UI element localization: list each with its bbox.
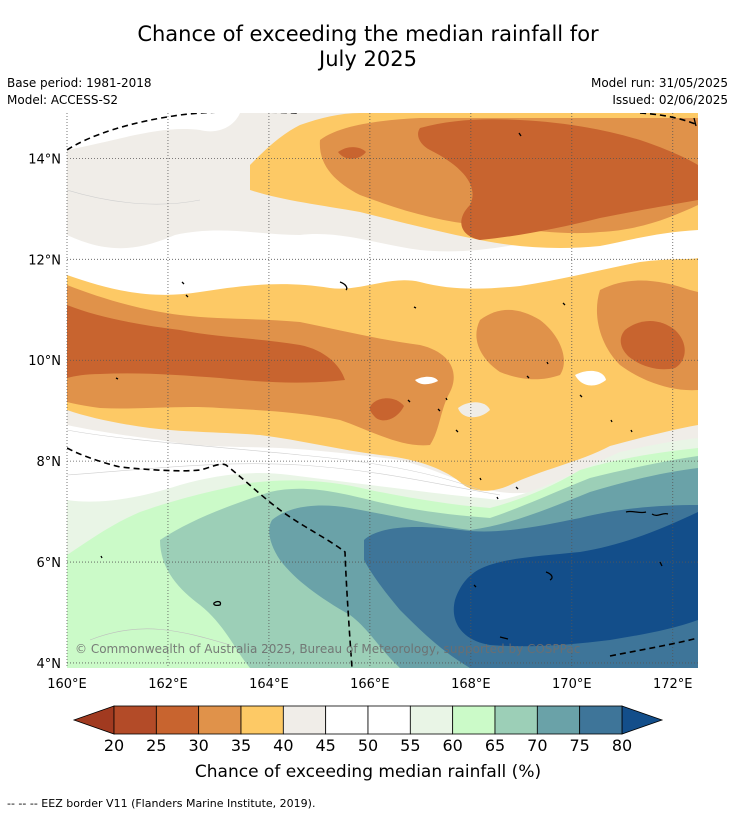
colorbar-bin xyxy=(282,705,327,735)
colorbar-tick-label: 60 xyxy=(442,736,462,755)
eez-border-northeast xyxy=(639,113,698,126)
title-line-2: July 2025 xyxy=(319,47,417,71)
y-tick-label: 6°N xyxy=(37,556,62,571)
colorbar-over-arrow xyxy=(621,705,664,735)
colorbar-tick-label: 80 xyxy=(612,736,632,755)
x-tick-label: 160°E xyxy=(47,677,87,692)
x-tick-label: 166°E xyxy=(350,677,390,692)
island xyxy=(625,510,669,517)
field-45-50-hole-3 xyxy=(458,402,490,418)
colorbar-bin xyxy=(240,705,284,735)
x-tick-label: 168°E xyxy=(451,677,491,692)
island xyxy=(659,561,663,567)
island xyxy=(100,281,633,588)
meta-right: Model run: 31/05/2025 Issued: 02/06/2025 xyxy=(591,75,728,109)
issued-date: Issued: 02/06/2025 xyxy=(612,93,728,107)
y-tick-label: 14°N xyxy=(28,152,61,167)
colorbar-tick-label: 65 xyxy=(485,736,505,755)
x-tick-label: 170°E xyxy=(552,677,592,692)
colorbar-bin xyxy=(155,705,200,735)
contour-line xyxy=(67,463,501,496)
field-45-50-hole-1 xyxy=(415,376,438,385)
colorbar-bin xyxy=(579,705,623,735)
island xyxy=(339,281,348,291)
colorbar-label: Chance of exceeding median rainfall (%) xyxy=(194,762,542,782)
rainfall-map: © Commonwealth of Australia 2025, Bureau… xyxy=(28,113,698,755)
eez-border-west xyxy=(67,447,353,668)
model-name: Model: ACCESS-S2 xyxy=(7,93,119,107)
field-25-30-west xyxy=(67,305,345,383)
model-run: Model run: 31/05/2025 xyxy=(590,76,728,90)
eez-borders xyxy=(67,113,698,668)
islands xyxy=(100,117,697,640)
colorbar-tick-label: 50 xyxy=(358,736,378,755)
colorbar-tick-label: 55 xyxy=(400,736,420,755)
island xyxy=(213,600,222,607)
colorbar-tick-label: 40 xyxy=(273,736,293,755)
eez-border-southeast xyxy=(609,637,698,657)
colorbar: 20 25 30 35 40 45 50 55 60 65 70 75 80 xyxy=(72,705,664,755)
title-line-1: Chance of exceeding the median rainfall … xyxy=(137,22,599,46)
colorbar-tick-label: 45 xyxy=(315,736,335,755)
contour-line xyxy=(89,628,231,646)
x-tick-label: 162°E xyxy=(148,677,188,692)
colorbar-bin xyxy=(536,705,581,735)
island xyxy=(499,636,509,640)
colorbar-tick-label: 75 xyxy=(569,736,589,755)
colorbar-bin xyxy=(452,705,496,735)
x-axis: 160°E 162°E 164°E 166°E 168°E 170°E 172°E xyxy=(47,677,692,692)
colorbar-bin xyxy=(198,705,242,735)
island xyxy=(518,132,522,137)
y-tick-label: 10°N xyxy=(28,354,61,369)
field-25-30-east xyxy=(620,321,685,370)
colorbar-tick-label: 25 xyxy=(146,736,166,755)
field-25-30-spot-1 xyxy=(338,147,366,159)
copyright-text: © Commonwealth of Australia 2025, Bureau… xyxy=(75,642,580,656)
field-45-50-hole-2 xyxy=(575,370,606,386)
eez-note: -- -- -- EEZ border V11 (Flanders Marine… xyxy=(7,797,316,810)
colorbar-bin xyxy=(113,705,157,735)
field-25-30-spot-2 xyxy=(369,398,404,421)
probability-fields xyxy=(67,113,698,668)
contour-line xyxy=(67,429,481,491)
base-period: Base period: 1981-2018 xyxy=(7,76,152,90)
colorbar-bin xyxy=(409,705,454,735)
y-tick-label: 4°N xyxy=(37,657,62,672)
meta-left: Base period: 1981-2018 Model: ACCESS-S2 xyxy=(7,75,152,109)
colorbar-bin xyxy=(325,705,369,735)
colorbar-tick-label: 20 xyxy=(104,736,124,755)
island xyxy=(693,117,697,127)
colorbar-tick-label: 35 xyxy=(231,736,251,755)
field-gt-80 xyxy=(453,512,698,647)
field-30-35-east xyxy=(476,309,564,380)
gridlines xyxy=(66,113,698,668)
y-axis: 4°N 6°N 8°N 10°N 12°N 14°N xyxy=(28,152,61,672)
colorbar-bin xyxy=(367,705,411,735)
colorbar-tick-label: 70 xyxy=(527,736,547,755)
field-25-30-northeast xyxy=(418,119,698,240)
colorbar-under-arrow xyxy=(72,705,115,735)
colorbar-tick-label: 30 xyxy=(188,736,208,755)
x-tick-label: 172°E xyxy=(653,677,693,692)
colorbar-bin xyxy=(494,705,538,735)
island xyxy=(545,571,553,581)
contour-line xyxy=(67,189,201,205)
chart-title: Chance of exceeding the median rainfall … xyxy=(0,22,736,72)
y-tick-label: 12°N xyxy=(28,253,61,268)
y-tick-label: 8°N xyxy=(37,455,62,470)
x-tick-label: 164°E xyxy=(249,677,289,692)
